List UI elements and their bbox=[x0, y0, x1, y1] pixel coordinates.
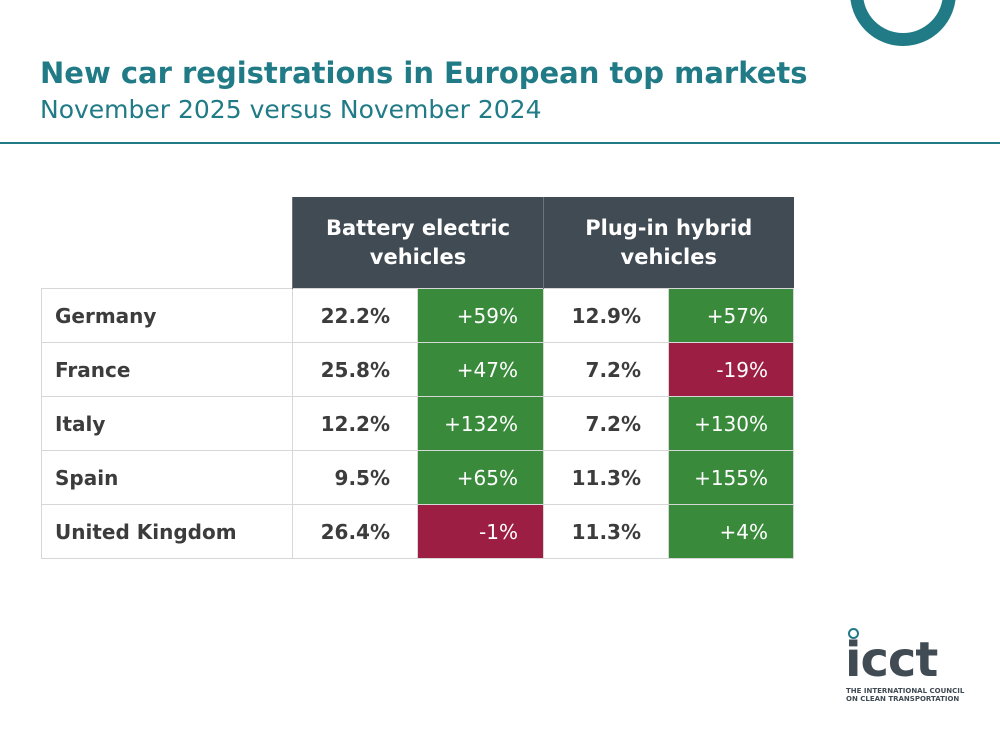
country-cell: United Kingdom bbox=[41, 504, 293, 559]
phev-share-cell: 7.2% bbox=[543, 342, 669, 397]
bev-change-cell: +65% bbox=[417, 450, 544, 505]
country-cell: Germany bbox=[41, 288, 293, 343]
bev-change-cell: +47% bbox=[417, 342, 544, 397]
chart-subtitle: November 2025 versus November 2024 bbox=[40, 95, 542, 124]
table-row: United Kingdom 26.4% -1% 11.3% +4% bbox=[41, 504, 794, 559]
bev-share-cell: 22.2% bbox=[292, 288, 418, 343]
bev-share-cell: 9.5% bbox=[292, 450, 418, 505]
phev-share-cell: 7.2% bbox=[543, 396, 669, 451]
icct-logo: icct THE INTERNATIONAL COUNCIL ON CLEAN … bbox=[845, 628, 964, 708]
registrations-table: Battery electric vehicles Plug-in hybrid… bbox=[41, 197, 794, 559]
logo-wordmark: icct bbox=[845, 632, 938, 688]
table-body: Germany 22.2% +59% 12.9% +57% France 25.8% +47%… bbox=[41, 288, 794, 559]
phev-change-cell: +57% bbox=[668, 288, 794, 343]
bev-share-cell: 25.8% bbox=[292, 342, 418, 397]
bev-share-cell: 26.4% bbox=[292, 504, 418, 559]
table-row: Spain 9.5% +65% 11.3% +155% bbox=[41, 450, 794, 505]
bev-change-cell: +59% bbox=[417, 288, 544, 343]
phev-change-cell: +130% bbox=[668, 396, 794, 451]
phev-change-cell: +155% bbox=[668, 450, 794, 505]
chart-title: New car registrations in European top ma… bbox=[40, 56, 808, 90]
table-row: Germany 22.2% +59% 12.9% +57% bbox=[41, 288, 794, 343]
header-plug-in-hybrid: Plug-in hybrid vehicles bbox=[543, 197, 794, 289]
bev-change-cell: +132% bbox=[417, 396, 544, 451]
phev-share-cell: 12.9% bbox=[543, 288, 669, 343]
country-cell: Spain bbox=[41, 450, 293, 505]
phev-change-cell: -19% bbox=[668, 342, 794, 397]
table-header-row: Battery electric vehicles Plug-in hybrid… bbox=[41, 197, 794, 289]
table-corner-cell bbox=[41, 197, 293, 289]
header-divider bbox=[0, 142, 1000, 144]
bev-share-cell: 12.2% bbox=[292, 396, 418, 451]
bev-change-cell: -1% bbox=[417, 504, 544, 559]
logo-dot bbox=[848, 628, 859, 639]
country-cell: Italy bbox=[41, 396, 293, 451]
header-battery-electric: Battery electric vehicles bbox=[292, 197, 544, 289]
phev-change-cell: +4% bbox=[668, 504, 794, 559]
phev-share-cell: 11.3% bbox=[543, 504, 669, 559]
logo-tagline-line-1: THE INTERNATIONAL COUNCIL bbox=[846, 687, 965, 695]
logo-tagline-line-2: ON CLEAN TRANSPORTATION bbox=[846, 695, 960, 703]
brand-ring-decoration bbox=[850, 0, 956, 46]
table-row: Italy 12.2% +132% 7.2% +130% bbox=[41, 396, 794, 451]
phev-share-cell: 11.3% bbox=[543, 450, 669, 505]
table-row: France 25.8% +47% 7.2% -19% bbox=[41, 342, 794, 397]
country-cell: France bbox=[41, 342, 293, 397]
logo-tagline: THE INTERNATIONAL COUNCIL ON CLEAN TRANS… bbox=[846, 687, 964, 703]
